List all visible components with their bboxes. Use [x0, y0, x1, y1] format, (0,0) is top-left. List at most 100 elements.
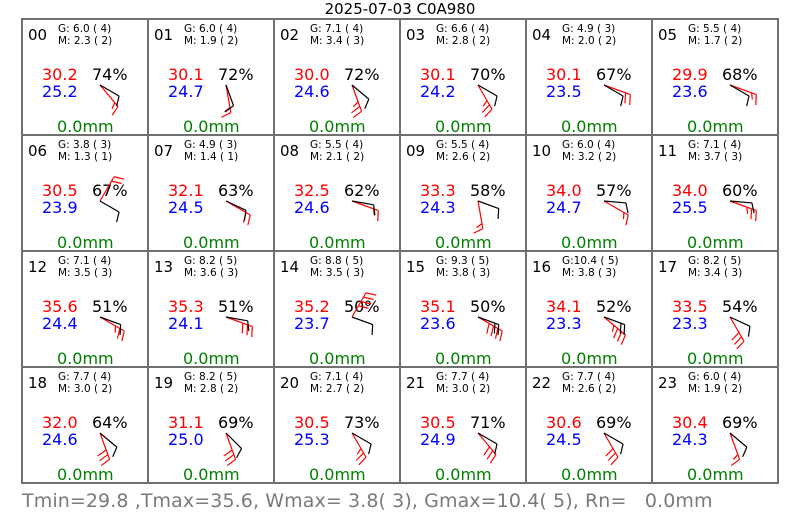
gust-reading: G: 6.0 ( 4): [184, 23, 237, 35]
mean-wind-reading: M: 3.6 ( 3): [184, 267, 238, 279]
wind-barb-feather: [497, 324, 500, 335]
wind-barb-feather: [482, 100, 488, 107]
hour-cell-18: 18 G: 7.7 ( 4)M: 3.0 ( 2) 32.024.6 64% 0.0mm: [28, 371, 128, 484]
dewpoint-value: 23.3: [546, 314, 582, 333]
temperature-value: 30.1: [168, 65, 204, 84]
humidity-value: 67%: [92, 181, 128, 200]
hour-label: 22: [532, 374, 551, 392]
dewpoint-value: 24.3: [672, 430, 708, 449]
gust-reading: G: 9.3 ( 5): [436, 255, 489, 267]
rainfall-value: 0.0mm: [561, 233, 618, 252]
dewpoint-value: 23.5: [546, 82, 582, 101]
humidity-value: 67%: [596, 65, 632, 84]
humidity-value: 58%: [470, 181, 506, 200]
hour-cell-01: 01 G: 6.0 ( 4)M: 1.9 ( 2) 30.124.7 72% 0.0mm: [154, 23, 254, 136]
wind-barb-feather: [489, 454, 497, 464]
wind-barbs: [99, 316, 125, 342]
wind-barb-staff: [477, 432, 498, 445]
dewpoint-value: 25.2: [42, 82, 78, 101]
wind-barb-feather: [225, 454, 235, 462]
wind-barb-feather: [97, 449, 107, 457]
wind-barb-staff: [225, 316, 248, 322]
mean-wind-reading: M: 3.0 ( 2): [436, 383, 490, 395]
wind-barb-feather: [731, 332, 740, 341]
wind-barb-feather: [99, 454, 109, 462]
humidity-value: 69%: [596, 413, 632, 432]
wind-barbs: [603, 200, 629, 226]
wind-barb-feather: [750, 92, 753, 100]
grid-lines: [21, 18, 779, 484]
wind-barb-staff: [729, 200, 752, 204]
hour-cell-03: 03 G: 6.6 ( 4)M: 2.8 ( 2) 30.124.2 70% 0.0mm: [406, 23, 506, 136]
wind-barb-feather: [363, 296, 374, 301]
hour-label: 14: [280, 258, 299, 276]
wind-barb-staff: [603, 200, 626, 204]
wind-barb-feather: [751, 202, 755, 214]
wind-barb-feather: [494, 95, 498, 107]
wind-barb-staff: [99, 200, 120, 213]
wind-barb-feather: [116, 211, 120, 223]
wind-barb-feather: [623, 324, 626, 335]
wind-barb-feather: [476, 223, 483, 229]
temperature-value: 30.1: [546, 65, 582, 84]
rainfall-value: 0.0mm: [561, 117, 618, 136]
dewpoint-value: 25.0: [168, 430, 204, 449]
gust-reading: G: 8.8 ( 5): [310, 255, 363, 267]
wind-barb-feather: [730, 458, 740, 467]
wind-barb-feather: [116, 95, 120, 107]
hour-label: 07: [154, 142, 173, 160]
mean-wind-reading: M: 3.5 ( 3): [58, 267, 112, 279]
hour-label: 00: [28, 26, 47, 44]
gust-reading: G: 4.9 ( 3): [562, 23, 615, 35]
wind-barb-feather: [494, 328, 499, 339]
humidity-value: 52%: [596, 297, 632, 316]
rainfall-value: 0.0mm: [183, 233, 240, 252]
temperature-value: 30.5: [294, 413, 330, 432]
rainfall-value: 0.0mm: [183, 117, 240, 136]
wind-barb-feather: [490, 325, 495, 337]
mean-wind-reading: M: 3.5 ( 3): [310, 267, 364, 279]
wind-barb-feather: [358, 305, 369, 309]
gust-reading: G: 6.0 ( 4): [58, 23, 111, 35]
wind-barb-staff: [729, 84, 750, 97]
wind-barb-feather: [352, 110, 362, 119]
dewpoint-value: 23.6: [420, 314, 456, 333]
dewpoint-value: 23.6: [672, 82, 708, 101]
hour-label: 16: [532, 258, 551, 276]
wind-barb-feather: [742, 446, 748, 457]
hour-label: 23: [658, 374, 677, 392]
mean-wind-reading: M: 2.8 ( 2): [184, 383, 238, 395]
hour-cell-21: 21 G: 7.7 ( 4)M: 3.0 ( 2) 30.524.9 71% 0.0mm: [406, 371, 506, 484]
temperature-value: 32.5: [294, 181, 330, 200]
wind-barb-feather: [111, 102, 116, 109]
gust-reading: G: 7.1 ( 4): [310, 23, 363, 35]
gust-reading: G: 8.2 ( 5): [184, 255, 237, 267]
wind-barb-staff: [477, 84, 498, 97]
wind-barb-staff: [99, 84, 119, 107]
wind-barb-feather: [747, 326, 751, 337]
rainfall-value: 0.0mm: [309, 465, 366, 484]
wind-barb-staff: [603, 84, 624, 97]
gust-reading: G: 6.0 ( 4): [688, 371, 741, 383]
wind-barb-staff: [351, 316, 373, 326]
wind-barb-feather: [371, 324, 374, 335]
wind-barb-feather: [611, 325, 615, 332]
wind-barbs: [99, 84, 120, 116]
rainfall-value: 0.0mm: [435, 117, 492, 136]
rainfall-value: 0.0mm: [183, 349, 240, 368]
dewpoint-value: 24.6: [294, 82, 330, 101]
hour-cell-16: 16 G:10.4 ( 5)M: 3.8 ( 3) 34.123.3 52% 0.0mm: [532, 255, 632, 368]
rainfall-value: 0.0mm: [435, 233, 492, 252]
rainfall-value: 0.0mm: [561, 349, 618, 368]
wind-barb-feather: [356, 448, 362, 455]
hour-label: 19: [154, 374, 173, 392]
wind-barb-feather: [733, 336, 742, 345]
gust-reading: G: 5.5 ( 4): [688, 23, 741, 35]
wind-barb-feather: [736, 340, 745, 350]
gust-reading: G: 5.5 ( 4): [436, 139, 489, 151]
temperature-value: 35.6: [42, 297, 78, 316]
gust-reading: G: 7.1 ( 4): [58, 255, 111, 267]
mean-wind-reading: M: 1.4 ( 1): [184, 151, 238, 163]
wind-barb-feather: [236, 448, 243, 459]
hour-cell-13: 13 G: 8.2 ( 5)M: 3.6 ( 3) 35.324.1 51% 0.0mm: [154, 255, 254, 368]
